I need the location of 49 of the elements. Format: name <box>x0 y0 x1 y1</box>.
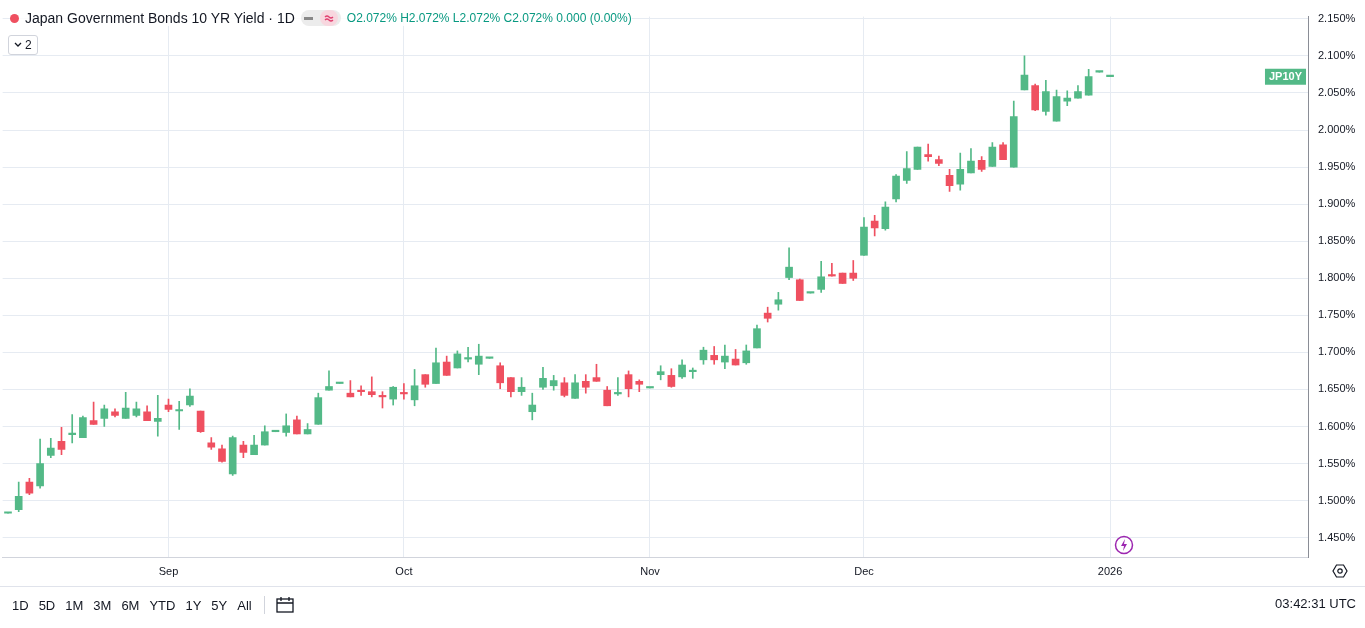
y-tick-label: 1.750% <box>1318 308 1356 321</box>
annotation: JP10Y <box>1268 69 1303 82</box>
candlestick <box>357 385 365 396</box>
candlestick <box>614 377 622 396</box>
candlestick <box>464 346 472 363</box>
text: 1D <box>12 597 29 613</box>
candlestick <box>153 395 162 437</box>
text: 1Y <box>185 597 202 613</box>
candlestick <box>688 367 697 379</box>
y-tick-label: 1.650% <box>1318 382 1356 395</box>
x-tick-label: Dec <box>854 564 875 577</box>
candlestick <box>721 344 729 370</box>
y-tick-label: 1.950% <box>1318 160 1356 173</box>
candlestick <box>68 414 77 444</box>
y-tick-label: 1.700% <box>1318 345 1356 358</box>
y-tick-label: 2.050% <box>1318 85 1356 98</box>
annotation: O2.072% H2.072% L2.072% C2.072% 0.000 (0.00%) <box>346 11 632 25</box>
candlestick <box>325 370 333 391</box>
chart-title: Japan Government Bonds 10 YR Yield · 1D <box>25 10 295 26</box>
candlestick <box>367 376 376 398</box>
candlestick <box>175 401 184 430</box>
annotation: 2 <box>25 38 32 52</box>
x-tick-label: Oct <box>395 564 413 577</box>
candlestick <box>400 383 408 400</box>
text: YTD <box>149 597 176 613</box>
y-tick-label: 1.500% <box>1318 493 1356 506</box>
text: 3M <box>93 597 112 613</box>
y-tick-label: 1.550% <box>1318 456 1356 469</box>
candlestick <box>828 263 836 277</box>
text: 5Y <box>211 597 228 613</box>
text: 6M <box>121 597 140 613</box>
y-tick-label: 2.150% <box>1318 11 1356 24</box>
x-tick-label: 2026 <box>1097 564 1123 577</box>
y-tick-label: 2.000% <box>1318 123 1356 136</box>
y-tick-label: 1.900% <box>1318 197 1356 210</box>
y-tick-label: 1.450% <box>1318 530 1356 543</box>
y-tick-label: 2.100% <box>1318 48 1356 61</box>
text: 5D <box>38 597 56 613</box>
candlestick <box>656 365 665 381</box>
y-tick-label: 1.850% <box>1318 234 1356 247</box>
text: 03:42:31 UTC <box>1275 596 1356 611</box>
y-tick-label: 1.600% <box>1318 419 1356 432</box>
text: 1M <box>65 597 84 613</box>
x-tick-label: Nov <box>640 564 661 577</box>
candlestick <box>710 346 718 365</box>
x-tick-label: Sep <box>158 564 179 577</box>
y-tick-label: 1.800% <box>1318 271 1356 284</box>
candlestick <box>924 143 932 162</box>
text: All <box>237 597 252 613</box>
